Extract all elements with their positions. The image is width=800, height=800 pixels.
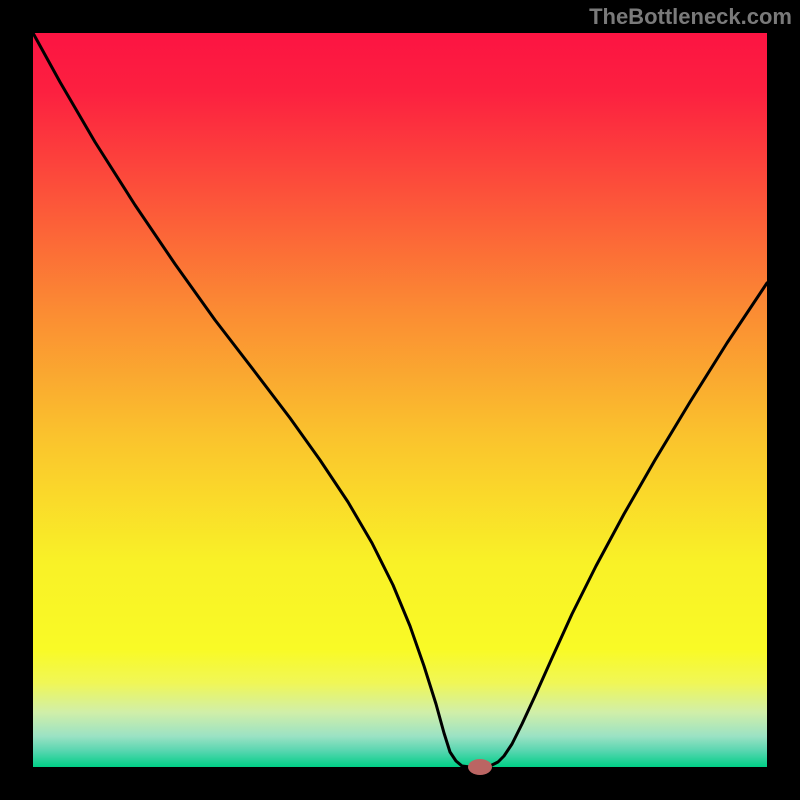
chart-background [33,33,767,767]
bottleneck-chart [0,0,800,800]
watermark-text: TheBottleneck.com [589,4,792,30]
minimum-marker [468,759,492,775]
